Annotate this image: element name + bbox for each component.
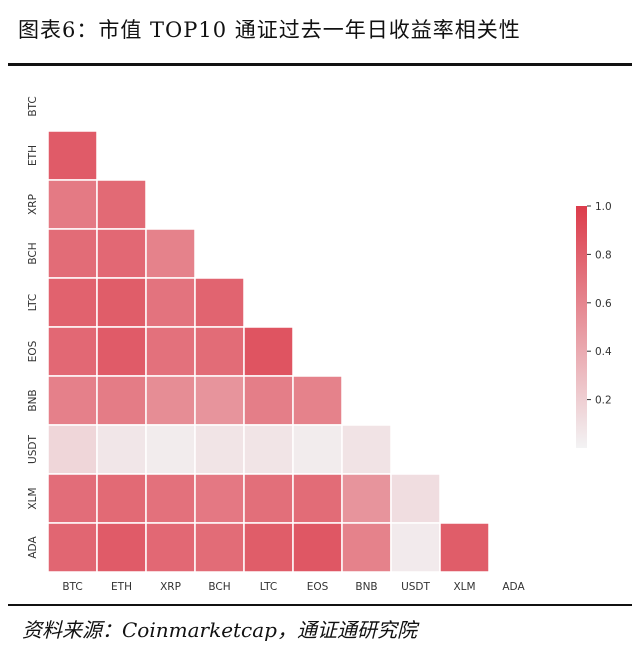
heatmap-cell-ada-eth <box>96 522 147 573</box>
heatmap-cell-usdt-bch <box>194 424 245 475</box>
colorbar-tick-label: 0.2 <box>595 395 612 407</box>
y-tick-eth: ETH <box>27 145 39 166</box>
heatmap-cells <box>47 130 490 573</box>
x-tick-xrp: XRP <box>160 581 181 593</box>
y-tick-bnb: BNB <box>27 389 39 411</box>
heatmap-cell-xlm-bch <box>194 473 245 524</box>
x-axis-labels: BTC ETH XRP BCH LTC EOS BNB USDT XLM ADA <box>62 581 525 593</box>
heatmap-cell-eos-bch <box>194 326 245 377</box>
heatmap-cell-ltc-bch <box>194 277 245 328</box>
colorbar-tick-label: 0.8 <box>595 249 612 261</box>
heatmap-cell-bnb-btc <box>47 375 98 426</box>
heatmap-cell-bch-eth <box>96 228 147 279</box>
x-tick-xlm: XLM <box>453 581 475 593</box>
heatmap-cell-ltc-eth <box>96 277 147 328</box>
y-tick-usdt: USDT <box>27 434 39 463</box>
x-tick-btc: BTC <box>62 581 82 593</box>
x-tick-bch: BCH <box>208 581 230 593</box>
x-tick-bnb: BNB <box>355 581 377 593</box>
heatmap-cell-bch-btc <box>47 228 98 279</box>
heatmap-cell-ltc-xrp <box>145 277 196 328</box>
y-tick-ada: ADA <box>27 536 39 559</box>
x-tick-usdt: USDT <box>401 581 430 593</box>
heatmap-cell-ada-btc <box>47 522 98 573</box>
heatmap-cell-xlm-eos <box>292 473 343 524</box>
heatmap-cell-ada-xrp <box>145 522 196 573</box>
heatmap-cell-bnb-eos <box>292 375 343 426</box>
heatmap-cell-usdt-xrp <box>145 424 196 475</box>
correlation-heatmap: BTC ETH XRP BCH LTC EOS BNB USDT XLM ADA BTC ETH XR… <box>27 96 612 593</box>
heatmap-cell-eos-ltc <box>243 326 294 377</box>
heatmap-cell-xrp-btc <box>47 179 98 230</box>
heatmap-cell-xlm-btc <box>47 473 98 524</box>
heatmap-cell-eth-btc <box>47 130 98 181</box>
heatmap-cell-ada-eos <box>292 522 343 573</box>
title-divider <box>8 63 632 66</box>
chart-title: 图表6：市值 TOP10 通证过去一年日收益率相关性 <box>18 18 521 42</box>
y-axis-labels: BTC ETH XRP BCH LTC EOS BNB USDT XLM ADA <box>27 96 39 558</box>
heatmap-cell-xlm-xrp <box>145 473 196 524</box>
heatmap-cell-ada-bnb <box>341 522 392 573</box>
heatmap-cell-ada-xlm <box>439 522 490 573</box>
heatmap-cell-xlm-ltc <box>243 473 294 524</box>
x-tick-eth: ETH <box>111 581 132 593</box>
heatmap-cell-bnb-eth <box>96 375 147 426</box>
colorbar-tick-label: 1.0 <box>595 201 612 213</box>
y-tick-ltc: LTC <box>27 294 39 312</box>
heatmap-cell-bch-xrp <box>145 228 196 279</box>
colorbar: 0.2 0.4 0.6 0.8 1.0 <box>576 201 612 448</box>
heatmap-cell-eos-eth <box>96 326 147 377</box>
y-tick-btc: BTC <box>27 96 39 116</box>
heatmap-cell-eos-btc <box>47 326 98 377</box>
heatmap-cell-ltc-btc <box>47 277 98 328</box>
y-tick-xrp: XRP <box>27 194 39 215</box>
heatmap-cell-bnb-ltc <box>243 375 294 426</box>
x-tick-eos: EOS <box>307 581 329 593</box>
heatmap-cell-usdt-eos <box>292 424 343 475</box>
heatmap-cell-ada-usdt <box>390 522 441 573</box>
colorbar-gradient <box>576 206 587 448</box>
heatmap-cell-ada-bch <box>194 522 245 573</box>
x-tick-ada: ADA <box>502 581 525 593</box>
heatmap-cell-xlm-bnb <box>341 473 392 524</box>
heatmap-cell-xlm-eth <box>96 473 147 524</box>
heatmap-cell-bnb-bch <box>194 375 245 426</box>
y-tick-eos: EOS <box>27 340 39 362</box>
heatmap-cell-usdt-btc <box>47 424 98 475</box>
x-tick-ltc: LTC <box>260 581 278 593</box>
y-tick-xlm: XLM <box>27 487 39 509</box>
heatmap-cell-xlm-usdt <box>390 473 441 524</box>
colorbar-tick-label: 0.4 <box>595 346 612 358</box>
heatmap-cell-bnb-xrp <box>145 375 196 426</box>
source-note: 资料来源：Coinmarketcap，通证通研究院 <box>22 618 417 642</box>
colorbar-tick-label: 0.6 <box>595 298 612 310</box>
y-tick-bch: BCH <box>27 242 39 264</box>
heatmap-cell-eos-xrp <box>145 326 196 377</box>
heatmap-cell-usdt-bnb <box>341 424 392 475</box>
heatmap-cell-usdt-ltc <box>243 424 294 475</box>
source-divider <box>8 604 632 606</box>
heatmap-cell-xrp-eth <box>96 179 147 230</box>
heatmap-cell-usdt-eth <box>96 424 147 475</box>
heatmap-cell-ada-ltc <box>243 522 294 573</box>
